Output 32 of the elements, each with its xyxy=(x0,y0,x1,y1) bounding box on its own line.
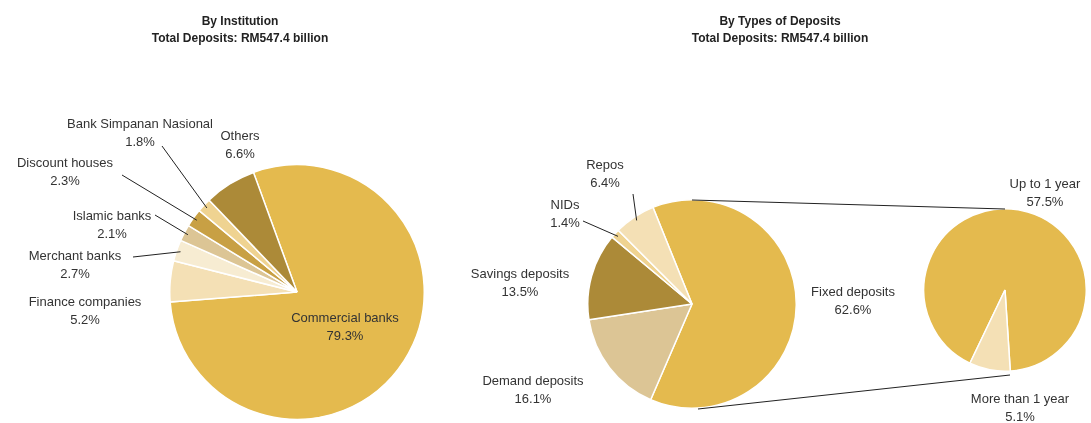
chart-title: By Types of Deposits xyxy=(719,14,841,28)
data-label: 13.5% xyxy=(501,284,539,299)
slice-label: Commercial banks xyxy=(291,310,400,325)
slice-label: Repos xyxy=(586,157,625,172)
data-label: 79.3% xyxy=(326,328,364,343)
slice-label: Savings deposits xyxy=(470,266,570,281)
slice-label: Fixed deposits xyxy=(811,284,896,299)
slice-label: Finance companies xyxy=(28,294,142,309)
slice-label: Discount houses xyxy=(16,155,114,170)
data-label: 2.7% xyxy=(60,266,91,281)
data-label: 5.2% xyxy=(70,312,101,327)
chart-subtitle: Total Deposits: RM547.4 billion xyxy=(151,31,329,45)
data-label: 1.4% xyxy=(550,215,581,230)
slice-label: More than 1 year xyxy=(970,391,1070,406)
data-label: 62.6% xyxy=(834,302,872,317)
slice-label: NIDs xyxy=(550,197,580,212)
data-label: 5.1% xyxy=(1005,409,1036,423)
data-label: 2.3% xyxy=(50,173,81,188)
slice-label: Demand deposits xyxy=(482,373,585,388)
slice-label: Bank Simpanan Nasional xyxy=(67,116,214,131)
data-label: 1.8% xyxy=(125,134,156,149)
data-label: 2.1% xyxy=(97,226,128,241)
slice-label: Up to 1 year xyxy=(1009,176,1082,191)
slice-label: Merchant banks xyxy=(28,248,122,263)
data-label: 6.4% xyxy=(590,175,621,190)
data-label: 57.5% xyxy=(1026,194,1064,209)
chart-subtitle: Total Deposits: RM547.4 billion xyxy=(691,31,869,45)
chart-title: By Institution xyxy=(201,14,279,28)
slice-label: Others xyxy=(220,128,260,143)
data-label: 6.6% xyxy=(225,146,256,161)
slice-label: Islamic banks xyxy=(72,208,152,223)
data-label: 16.1% xyxy=(514,391,552,406)
